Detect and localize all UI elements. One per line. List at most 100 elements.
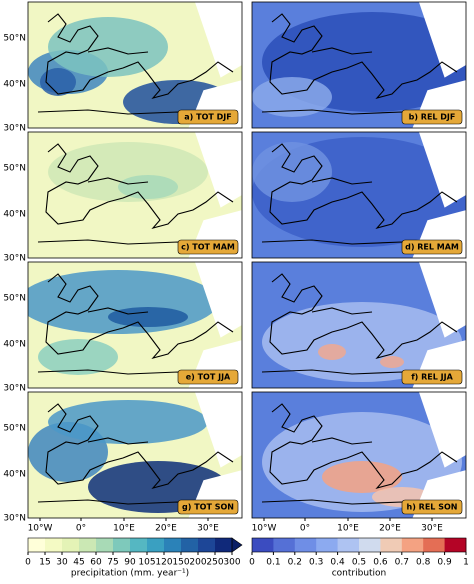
colorbar-tick-label: 30 xyxy=(56,558,68,568)
latitude-label: 50°N xyxy=(3,294,26,304)
colorbar-segment xyxy=(294,538,317,552)
colorbar-tick-label: 45 xyxy=(73,558,84,568)
panel-label-box xyxy=(401,499,463,515)
map-field xyxy=(252,392,466,518)
colorbar-segment xyxy=(164,538,182,552)
colorbar-segment xyxy=(130,538,148,552)
colorbar-tick-label: 105 xyxy=(138,558,155,568)
field-blob xyxy=(108,307,188,327)
longitude-label: 30°E xyxy=(197,524,219,534)
panel-label: e) TOT JJA xyxy=(186,373,231,382)
colorbar-segment xyxy=(79,538,97,552)
map-panel: e) TOT JJA xyxy=(27,261,243,389)
colorbar-tick-label: 250 xyxy=(206,558,223,568)
no-data-area xyxy=(194,262,242,338)
panel-label: b) REL DJF xyxy=(409,113,456,122)
colorbar-segment xyxy=(401,538,424,552)
colorbar-segment xyxy=(28,538,46,552)
panel-frame xyxy=(251,391,467,519)
longitude-label: 10°E xyxy=(113,524,135,534)
no-data-area xyxy=(194,2,242,78)
latitude-label: 30°N xyxy=(3,384,26,394)
panel-label: h) REL SON xyxy=(407,503,458,512)
colorbar-tick-label: 150 xyxy=(172,558,189,568)
colorbar-segment xyxy=(316,538,338,552)
latitude-label: 40°N xyxy=(3,470,26,480)
colorbar-tick-label: 0.6 xyxy=(373,558,388,568)
field-blob xyxy=(40,68,76,96)
colorbar-tick-label: 200 xyxy=(189,558,206,568)
panel-label: c) TOT MAM xyxy=(181,243,235,252)
panel-label-box xyxy=(401,369,463,385)
latitude-label: 50°N xyxy=(3,34,26,44)
panel-label-box xyxy=(177,239,239,255)
map-panel: d) REL MAM xyxy=(251,131,467,259)
latitude-label: 50°N xyxy=(3,164,26,174)
colorbar-segment xyxy=(113,538,131,552)
colorbar-label: precipitation (mm. year⁻¹) xyxy=(71,569,189,579)
latitude-label: 40°N xyxy=(3,80,26,90)
field-blob xyxy=(48,400,208,444)
no-data-area xyxy=(418,2,466,78)
colorbar-tick-label: 0.1 xyxy=(266,558,280,568)
colorbar-segment xyxy=(215,538,233,552)
latitude-label: 30°N xyxy=(3,254,26,264)
colorbar-tick-label: 0.2 xyxy=(288,558,302,568)
panel-label-box xyxy=(401,239,463,255)
latitude-label: 50°N xyxy=(3,424,26,434)
longitude-label: 0° xyxy=(300,524,310,534)
latitude-label: 30°N xyxy=(3,514,26,524)
panel-label-box xyxy=(177,369,239,385)
colorbar-tick-label: 0.3 xyxy=(309,558,323,568)
colorbar-segment xyxy=(380,538,403,552)
field-blob xyxy=(380,356,404,368)
field-blob xyxy=(252,142,332,202)
no-data-area xyxy=(418,392,466,468)
colorbar-segment xyxy=(198,538,216,552)
field-blob xyxy=(322,461,402,493)
panel-label: a) TOT DJF xyxy=(184,113,231,122)
no-data-area xyxy=(418,132,466,208)
colorbar-tick-label: 0.8 xyxy=(416,558,431,568)
no-data-area xyxy=(194,392,242,468)
map-field xyxy=(252,2,466,128)
colorbar-segment xyxy=(181,538,199,552)
longitude-label: 20°E xyxy=(379,524,401,534)
colorbar-label: contribution xyxy=(332,569,387,579)
field-blob xyxy=(48,17,168,77)
colorbar-segment xyxy=(45,538,63,552)
panel-frame xyxy=(251,1,467,129)
panel-frame xyxy=(27,1,243,129)
panel-label: g) TOT SON xyxy=(182,503,234,512)
colorbar-segment xyxy=(96,538,114,552)
colorbar-tick-label: 0.7 xyxy=(395,558,409,568)
colorbar-segment xyxy=(359,538,381,552)
panel-label: d) REL MAM xyxy=(405,243,459,252)
colorbar-segment xyxy=(62,538,80,552)
longitude-label: 20°E xyxy=(155,524,177,534)
panel-label-box xyxy=(177,499,239,515)
colorbar-segment xyxy=(337,538,360,552)
field-blob xyxy=(318,344,346,360)
colorbar-tick-label: 0.4 xyxy=(330,558,345,568)
colorbar-segment xyxy=(252,538,274,552)
map-panel: g) TOT SON xyxy=(27,391,243,519)
colorbar-tick-label: 0.5 xyxy=(352,558,366,568)
latitude-label: 40°N xyxy=(3,340,26,350)
no-data-area xyxy=(194,132,242,208)
panel-frame xyxy=(27,261,243,389)
colorbar-segment xyxy=(423,538,445,552)
colorbar-tick-label: 300 xyxy=(223,558,240,568)
map-panel: h) REL SON xyxy=(251,391,467,519)
colorbar-tick-label: 0 xyxy=(25,558,31,568)
colorbar-segment xyxy=(444,538,467,552)
colorbar-segment xyxy=(273,538,296,552)
panel-frame xyxy=(251,131,467,259)
colorbar-tick-label: 60 xyxy=(90,558,102,568)
panel-frame xyxy=(27,391,243,519)
map-field xyxy=(28,2,242,128)
no-data-area xyxy=(418,262,466,338)
field-blob xyxy=(38,339,118,375)
longitude-label: 10°W xyxy=(28,524,53,534)
